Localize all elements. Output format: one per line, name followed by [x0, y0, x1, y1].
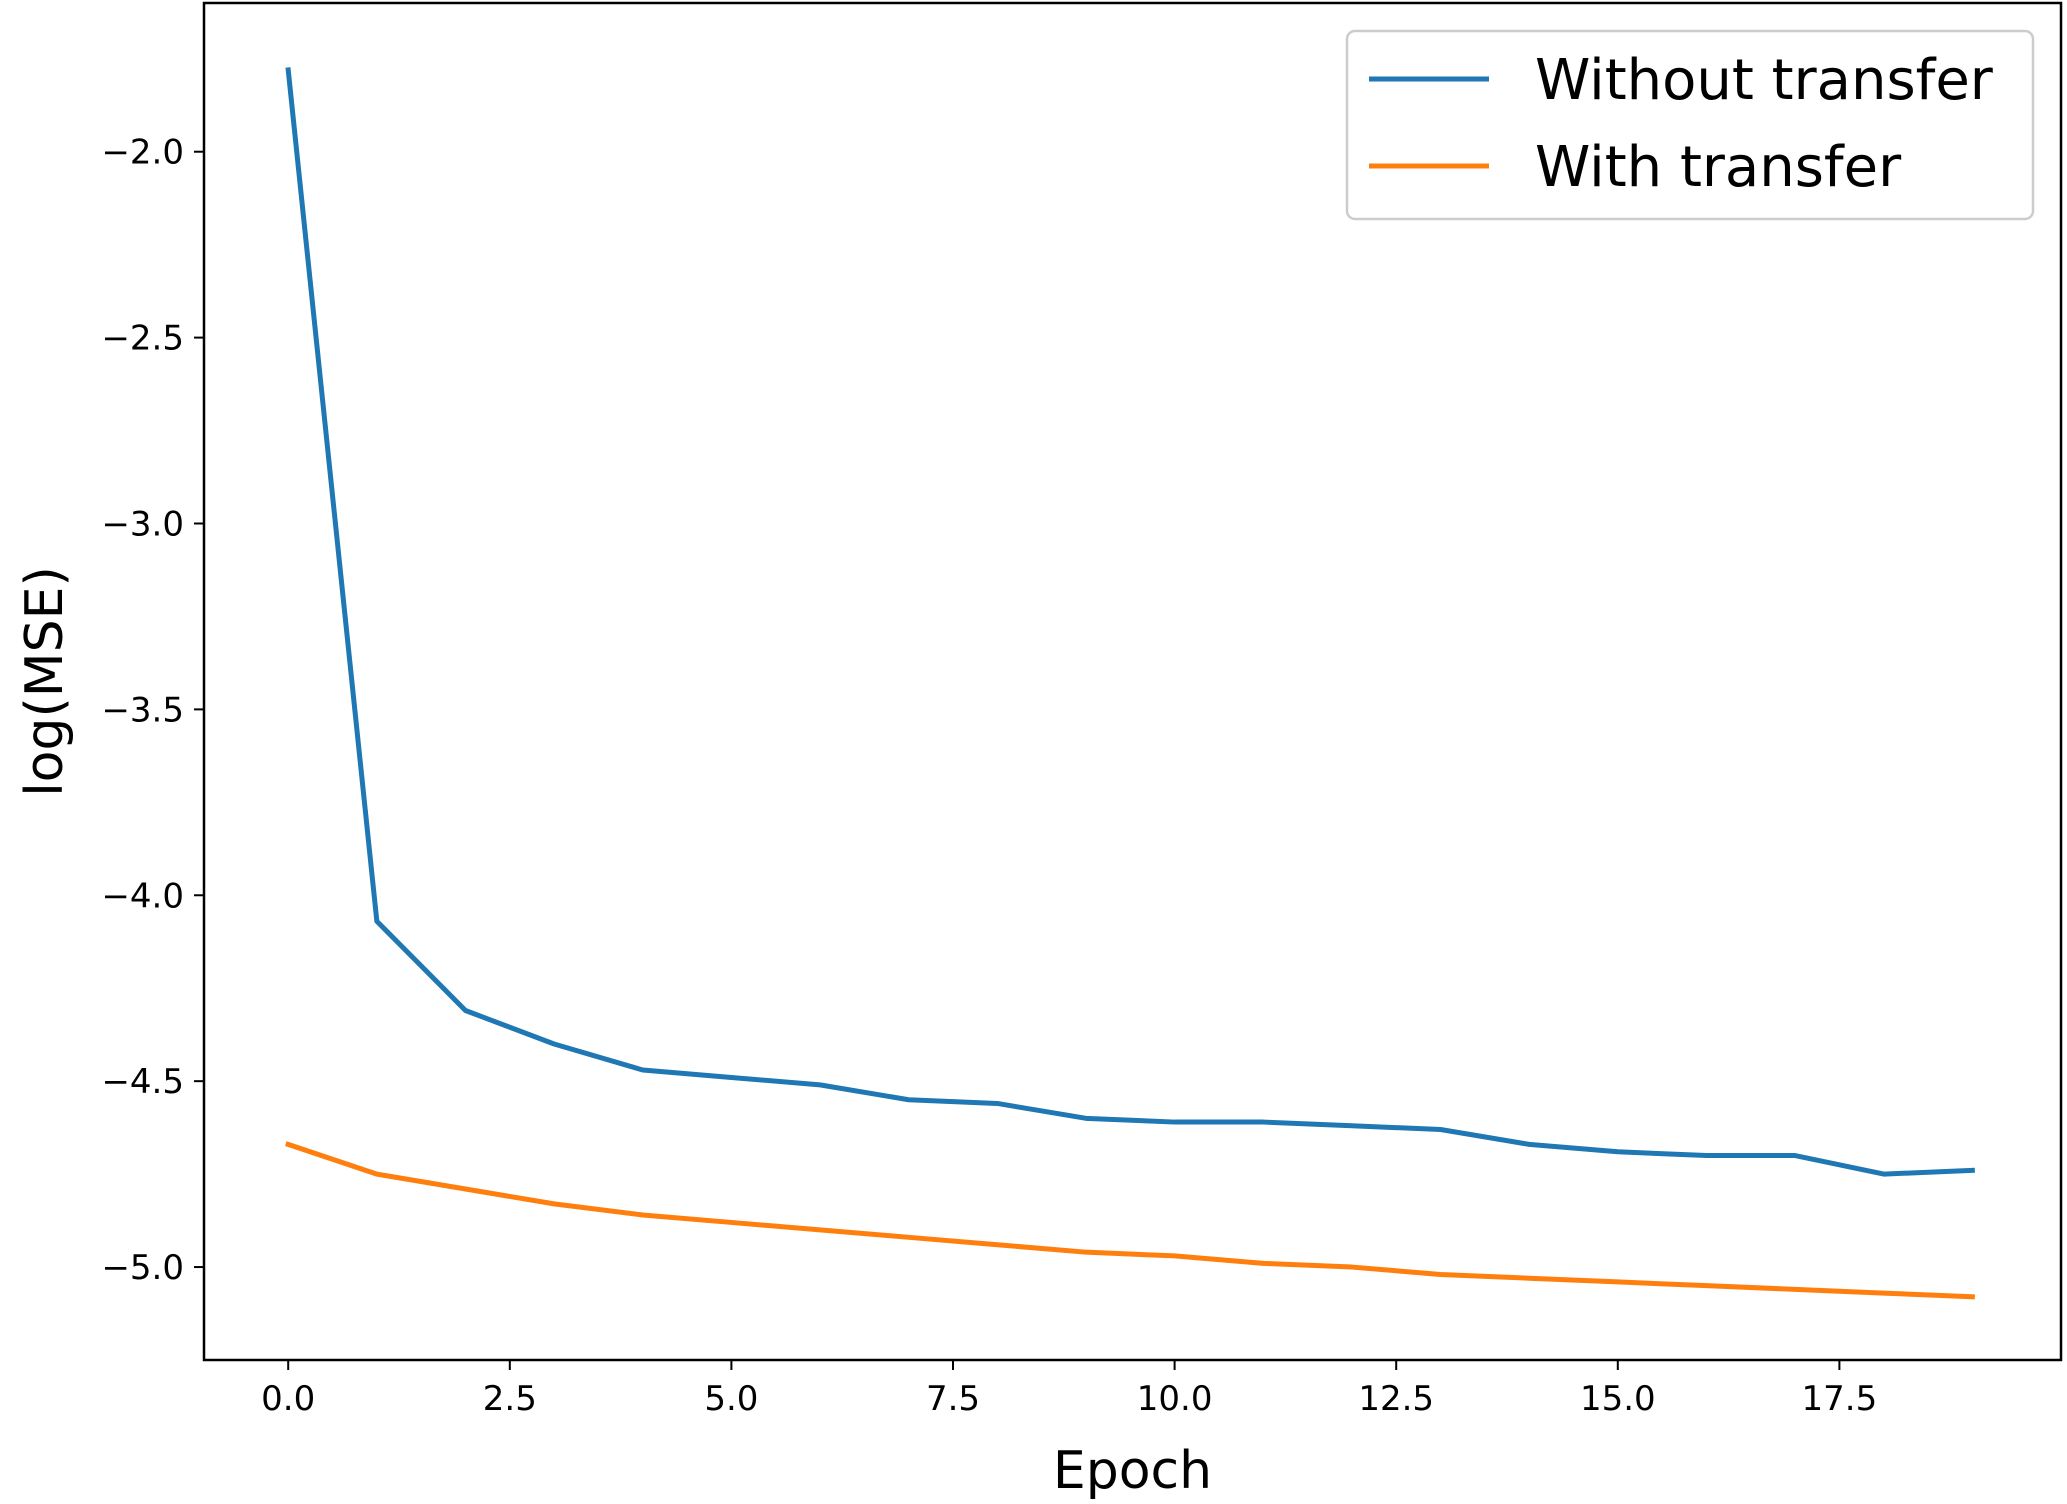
x-tick-label: 17.5: [1802, 1379, 1878, 1419]
y-tick-label: −2.5: [101, 319, 184, 359]
x-tick-label: 5.0: [704, 1379, 758, 1419]
x-tick-label: 2.5: [483, 1379, 537, 1419]
series-layer: [285, 67, 1975, 1300]
legend: Without transfer With transfer: [1345, 29, 2035, 221]
legend-box: [1345, 29, 2035, 221]
series-line-without-transfer: [285, 67, 1975, 1177]
plot-frame: [202, 1, 2063, 1362]
y-tick-label: −3.5: [101, 690, 184, 730]
x-axis-ticks: 0.0 2.5 5.0 7.5 10.0 12.5 15.0 17.5: [261, 1360, 1877, 1419]
y-tick-label: −5.0: [101, 1248, 184, 1288]
y-tick-label: −4.5: [101, 1062, 184, 1102]
plot-area: [202, 1, 2063, 1362]
y-axis-ticks: −2.0 −2.5 −3.0 −3.5 −4.0 −4.5 −5.0: [101, 133, 204, 1288]
y-tick-label: −3.0: [101, 504, 184, 544]
legend-label: With transfer: [1535, 135, 1902, 200]
x-tick-label: 15.0: [1580, 1379, 1656, 1419]
x-tick-label: 0.0: [261, 1379, 315, 1419]
x-tick-label: 7.5: [926, 1379, 980, 1419]
x-tick-label: 10.0: [1137, 1379, 1213, 1419]
x-tick-label: 12.5: [1358, 1379, 1434, 1419]
y-axis-label: log(MSE): [15, 566, 75, 797]
legend-label: Without transfer: [1535, 48, 1994, 113]
series-line-with-transfer: [285, 1141, 1975, 1300]
y-tick-label: −2.0: [101, 133, 184, 173]
y-tick-label: −4.0: [101, 876, 184, 916]
x-axis-label: Epoch: [1053, 1441, 1212, 1501]
